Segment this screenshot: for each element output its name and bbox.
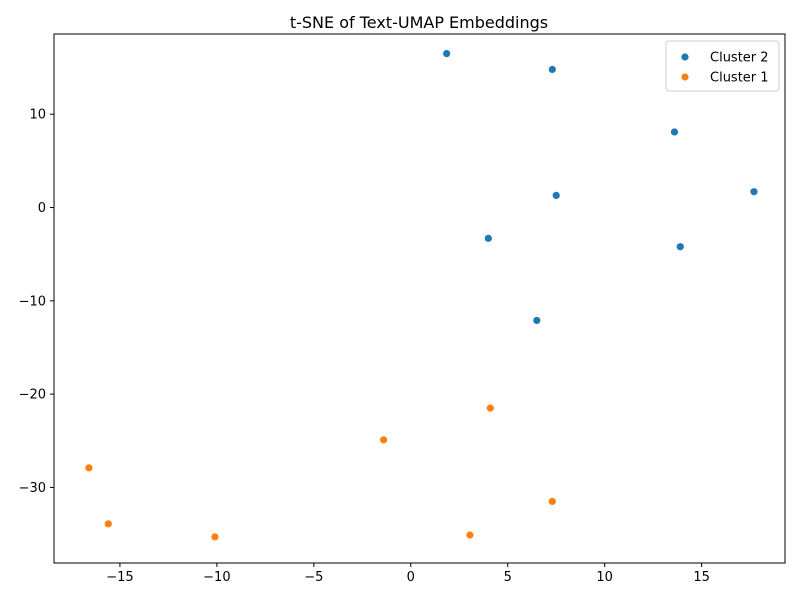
x-tick-label: 5: [504, 570, 512, 585]
data-point: [104, 520, 112, 528]
data-point: [670, 128, 679, 136]
data-point: [548, 497, 556, 506]
series-2: [85, 404, 556, 541]
series-1: [443, 49, 758, 325]
data-point: [676, 243, 684, 251]
x-tick-label: 0: [407, 570, 415, 585]
x-tick-label: 15: [693, 570, 710, 585]
legend-label: Cluster 2: [710, 51, 769, 66]
data-point: [380, 436, 388, 444]
data-point: [85, 464, 93, 472]
legend-label: Cluster 1: [710, 71, 769, 86]
data-point: [548, 65, 556, 74]
legend-marker: [681, 73, 689, 81]
data-point: [533, 316, 541, 325]
y-tick-label: −20: [19, 388, 46, 403]
x-axis: −15 −10 −5 0 5 10 15: [106, 563, 710, 585]
chart-title: t-SNE of Text-UMAP Embeddings: [290, 13, 548, 32]
legend-box: [665, 40, 780, 92]
data-points: [85, 49, 758, 541]
x-tick-label: −5: [304, 570, 323, 585]
data-point: [443, 49, 451, 58]
x-tick-label: −15: [106, 570, 133, 585]
plot-frame: [53, 33, 786, 564]
x-tick-label: −10: [203, 570, 230, 585]
y-axis: −30 −20 −10 0 10: [19, 108, 54, 496]
data-point: [211, 533, 219, 541]
data-point: [552, 191, 560, 200]
legend: Cluster 2 Cluster 1: [665, 40, 780, 92]
y-tick-label: −10: [19, 294, 46, 309]
plot-area: [53, 33, 786, 564]
data-point: [484, 234, 492, 242]
x-tick-label: 10: [596, 570, 613, 585]
data-point: [466, 531, 474, 539]
data-point: [486, 404, 494, 412]
y-tick-label: −30: [19, 481, 46, 496]
y-tick-label: 10: [29, 108, 46, 123]
legend-marker: [681, 53, 689, 61]
y-tick-label: 0: [38, 201, 46, 216]
data-point: [750, 188, 758, 196]
